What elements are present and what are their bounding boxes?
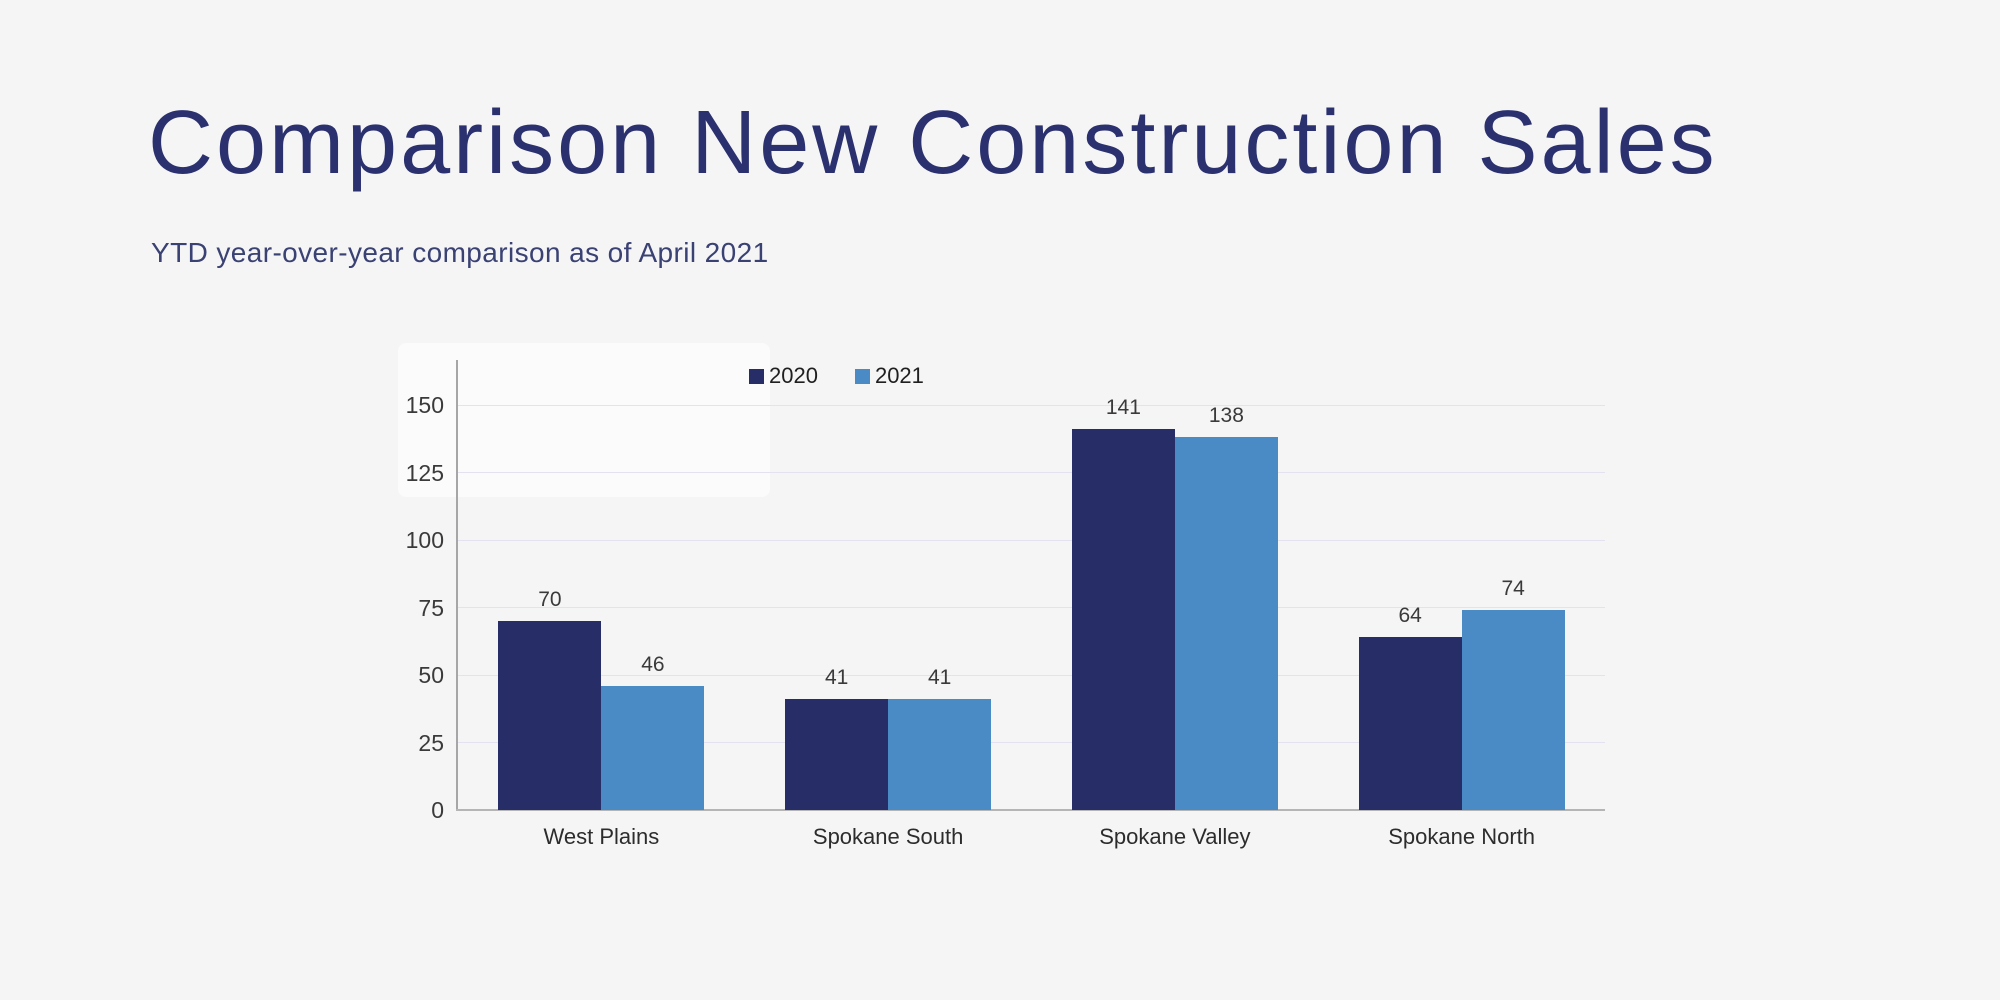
bar-2021-west-plains: 46 <box>601 653 705 810</box>
y-tick-label-150: 150 <box>405 392 444 418</box>
gridline-25 <box>458 742 1605 743</box>
bar-value-label: 138 <box>1208 404 1244 428</box>
bar-2020-spokane-valley: 141 <box>1071 396 1175 810</box>
x-category-label-spokane-valley: Spokane Valley <box>1099 824 1251 849</box>
x-category-label-spokane-south: Spokane South <box>812 824 964 849</box>
gridline-50 <box>458 674 1605 676</box>
bar-value-label: 74 <box>1501 577 1525 601</box>
bar-2021-spokane-north: 74 <box>1461 577 1565 810</box>
x-category-label-spokane-north: Spokane North <box>1388 824 1535 849</box>
legend-label-2020: 2020 <box>769 363 818 388</box>
bar-2021-spokane-valley: 138 <box>1174 404 1278 810</box>
bar-value-label: 41 <box>927 666 952 690</box>
bar-2020-west-plains: 70 <box>498 588 602 810</box>
y-tick-label-50: 50 <box>418 662 444 688</box>
bar-2020-spokane-north: 64 <box>1358 604 1462 810</box>
bar-2021-spokane-south: 41 <box>888 666 992 810</box>
page-subtitle: YTD year-over-year comparison as of Apri… <box>151 237 769 268</box>
page-title: Comparison New Construction Sales <box>148 93 1718 193</box>
legend-item-2021: 2021 <box>854 363 924 388</box>
gridline-100 <box>458 539 1605 541</box>
legend-swatch-2021 <box>854 368 870 384</box>
y-axis-line <box>456 360 458 810</box>
gridline-150 <box>458 404 1605 406</box>
x-axis-line <box>456 809 1605 811</box>
background-panel <box>398 343 770 497</box>
bar-value-label: 41 <box>824 666 849 690</box>
legend-item-2020: 2020 <box>749 365 818 387</box>
legend-swatch-2020 <box>749 368 764 384</box>
gridline-75 <box>458 607 1605 608</box>
bar-2020-spokane-south: 41 <box>785 666 889 810</box>
bar-value-label: 46 <box>641 652 665 676</box>
y-tick-label-25: 25 <box>418 729 444 756</box>
bar-value-label: 70 <box>538 588 562 611</box>
y-tick-label-75: 75 <box>418 594 444 621</box>
chart-legend: 2020 2021 <box>749 365 924 387</box>
y-tick-label-0: 0 <box>431 797 444 823</box>
y-tick-label-100: 100 <box>405 527 444 553</box>
y-tick-label-125: 125 <box>405 459 444 486</box>
legend-label-2021: 2021 <box>874 363 924 388</box>
x-category-label-west-plains: West Plains <box>543 824 660 849</box>
bar-value-label: 141 <box>1105 396 1141 420</box>
gridline-125 <box>458 472 1605 473</box>
bar-value-label: 64 <box>1398 604 1422 628</box>
